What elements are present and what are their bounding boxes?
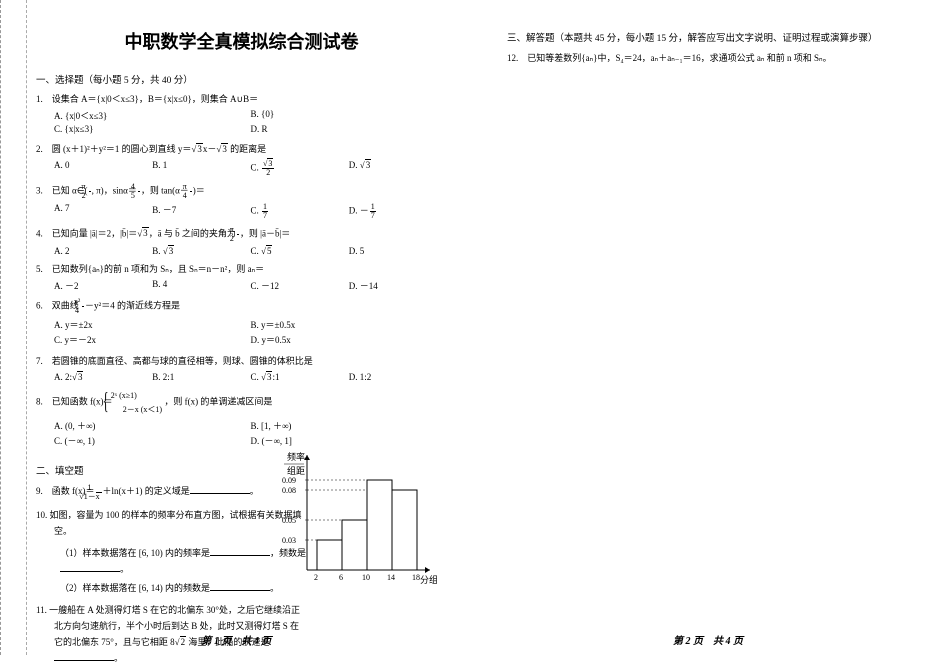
- q10-blank1: [210, 546, 270, 556]
- q4-opt-d: D. 5: [349, 246, 447, 256]
- q2-text-a: 2. 圆 (x＋1)²＋y²＝1 的圆心到直线 y＝: [36, 144, 191, 154]
- q2-text-c: 的距离是: [228, 144, 266, 154]
- q2-text: 2. 圆 (x＋1)²＋y²＝1 的圆心到直线 y＝√3x－√3 的距离是: [36, 142, 447, 156]
- q7-opt-a: A. 2:√3: [54, 372, 152, 382]
- svg-text:6: 6: [339, 573, 343, 582]
- q4-text: 4. 已知向量 |ā|＝2，|b̄|＝√3，ā 与 b̄ 之间的夹角为π2，则 …: [36, 226, 447, 243]
- q2-options: A. 0 B. 1 C. √32 D. √3: [36, 160, 447, 177]
- q5-opt-d: D. －14: [349, 279, 447, 292]
- q7-options: A. 2:√3 B. 2:1 C. √3:1 D. 1:2: [36, 372, 447, 382]
- q8-opt-a: A. (0, ＋∞): [54, 419, 251, 432]
- q11-blank: [54, 651, 114, 661]
- q3-opt-b: B. －7: [152, 203, 250, 220]
- histogram-ylabel-bot: 组距: [287, 465, 305, 476]
- q4-opt-a: A. 2: [54, 246, 152, 256]
- q1-options: A. {x|0＜x≤3} B. {0} C. {x|x≤3} D. R: [36, 109, 447, 136]
- svg-text:0.08: 0.08: [282, 486, 296, 495]
- exam-title: 中职数学全真模拟综合测试卷: [36, 28, 447, 54]
- svg-text:0.05: 0.05: [282, 516, 296, 525]
- q1-opt-d: D. R: [251, 124, 448, 134]
- q10-text: 10. 如图，容量为 100 的样本的频率分布直方图，试根据有关数据填空。: [36, 507, 306, 539]
- q10-blank3: [210, 581, 270, 591]
- q3-opt-a: A. 7: [54, 203, 152, 220]
- q8-text: 8. 已知函数 f(x)＝ 2ˣ (x≥1) 2－x (x＜1) ，则 f(x)…: [36, 388, 447, 417]
- svg-text:0.03: 0.03: [282, 536, 296, 545]
- q5-text: 5. 已知数列{aₙ}的前 n 项和为 Sₙ，且 Sₙ＝n－n²，则 aₙ＝: [36, 262, 447, 276]
- margin-line: [26, 0, 27, 655]
- q5-options: A. －2 B. 4 C. －12 D. －14: [36, 279, 447, 292]
- q10-sub1: （1）样本数据落在 [6, 10) 内的频率是，频数是。: [36, 545, 306, 577]
- histogram-bar-3: [367, 480, 392, 570]
- q3-text: 3. 已知 α∈(π2, π)，sinα＝45，则 tan(α－π4)＝: [36, 183, 447, 200]
- q12-text: 12. 已知等差数列{aₙ}中，S₄＝24，aₙ＋aₙ₋₁＝16，求通项公式 a…: [507, 50, 919, 66]
- q2-opt-d: D. √3: [349, 160, 447, 177]
- q6-opt-c: C. y＝－2x: [54, 333, 251, 346]
- histogram-bar-4: [392, 490, 417, 570]
- q9: 9. 函数 f(x)＝1√1－x＋ln(x＋1) 的定义域是。: [36, 483, 306, 500]
- page-1-footer: 第 1 页 共 4 页: [1, 632, 472, 647]
- q6-options: A. y＝±2x B. y＝±0.5x C. y＝－2x D. y＝0.5x: [36, 318, 447, 348]
- q7-opt-d: D. 1:2: [349, 372, 447, 382]
- histogram-bar-2: [342, 520, 367, 570]
- q8-opt-c: C. (－∞, 1): [54, 434, 251, 447]
- svg-text:18: 18: [412, 573, 420, 582]
- q9-blank: [190, 484, 250, 494]
- q8-opt-b: B. [1, ＋∞): [251, 419, 448, 432]
- q2-text-b: x－: [203, 144, 217, 154]
- q2-opt-b: B. 1: [152, 160, 250, 177]
- q3-opt-c: C. 17: [251, 203, 349, 220]
- section-1-header: 一、选择题（每小题 5 分，共 40 分）: [36, 72, 447, 86]
- page-1: 中职数学全真模拟综合测试卷 一、选择题（每小题 5 分，共 40 分） 1. 设…: [0, 0, 472, 655]
- section-3-header: 三、解答题（本题共 45 分，每小题 15 分，解答应写出文字说明、证明过程或演…: [507, 30, 919, 44]
- svg-text:10: 10: [362, 573, 370, 582]
- q4-options: A. 2 B. √3 C. √5 D. 5: [36, 246, 447, 256]
- q1-opt-b: B. {0}: [251, 109, 448, 122]
- q2-opt-c: C. √32: [251, 160, 349, 177]
- q6-opt-b: B. y＝±0.5x: [251, 318, 448, 331]
- q5-opt-b: B. 4: [152, 279, 250, 292]
- page-2-footer: 第 2 页 共 4 页: [472, 632, 944, 647]
- svg-text:2: 2: [314, 573, 318, 582]
- q4-opt-b: B. √3: [152, 246, 250, 256]
- piecewise-icon: 2ˣ (x≥1) 2－x (x＜1): [115, 388, 162, 417]
- q2-opt-a: A. 0: [54, 160, 152, 177]
- q5-opt-a: A. －2: [54, 279, 152, 292]
- q5-opt-c: C. －12: [251, 279, 349, 292]
- q6-opt-d: D. y＝0.5x: [251, 333, 448, 346]
- histogram-ylabel-top: 频率: [287, 451, 305, 462]
- q6-opt-a: A. y＝±2x: [54, 318, 251, 331]
- svg-text:0.09: 0.09: [282, 476, 296, 485]
- svg-text:14: 14: [387, 573, 395, 582]
- q3-options: A. 7 B. －7 C. 17 D. －17: [36, 203, 447, 220]
- frequency-histogram: 频率 组距 0.03 0.05 0.08 0.09: [272, 450, 437, 590]
- histogram-xlabel: 分组: [420, 574, 437, 585]
- q1-text: 1. 设集合 A＝{x|0＜x≤3}，B＝{x|x≤0}，则集合 A∪B＝: [36, 92, 447, 106]
- q1-opt-a: A. {x|0＜x≤3}: [54, 109, 251, 122]
- arrow-right-icon: [425, 567, 430, 573]
- q8-opt-d: D. (－∞, 1]: [251, 434, 448, 447]
- q4-opt-c: C. √5: [251, 246, 349, 256]
- q7-opt-c: C. √3:1: [251, 372, 349, 382]
- q10-sub2: （2）样本数据落在 [6, 14) 内的频数是。: [36, 580, 306, 596]
- q7-opt-b: B. 2:1: [152, 372, 250, 382]
- page-2: 三、解答题（本题共 45 分，每小题 15 分，解答应写出文字说明、证明过程或演…: [472, 0, 944, 655]
- q8-options: A. (0, ＋∞) B. [1, ＋∞) C. (－∞, 1) D. (－∞,…: [36, 419, 447, 449]
- q3-opt-d: D. －17: [349, 203, 447, 220]
- q6-text: 6. 双曲线 x²4－y²＝4 的渐近线方程是: [36, 298, 447, 315]
- histogram-svg: 频率 组距 0.03 0.05 0.08 0.09: [272, 450, 437, 590]
- q7-text: 7. 若圆锥的底面直径、高都与球的直径相等，则球、圆锥的体积比是: [36, 354, 447, 368]
- histogram-bar-1: [317, 540, 342, 570]
- q10-blank2: [60, 562, 120, 572]
- q1-opt-c: C. {x|x≤3}: [54, 124, 251, 134]
